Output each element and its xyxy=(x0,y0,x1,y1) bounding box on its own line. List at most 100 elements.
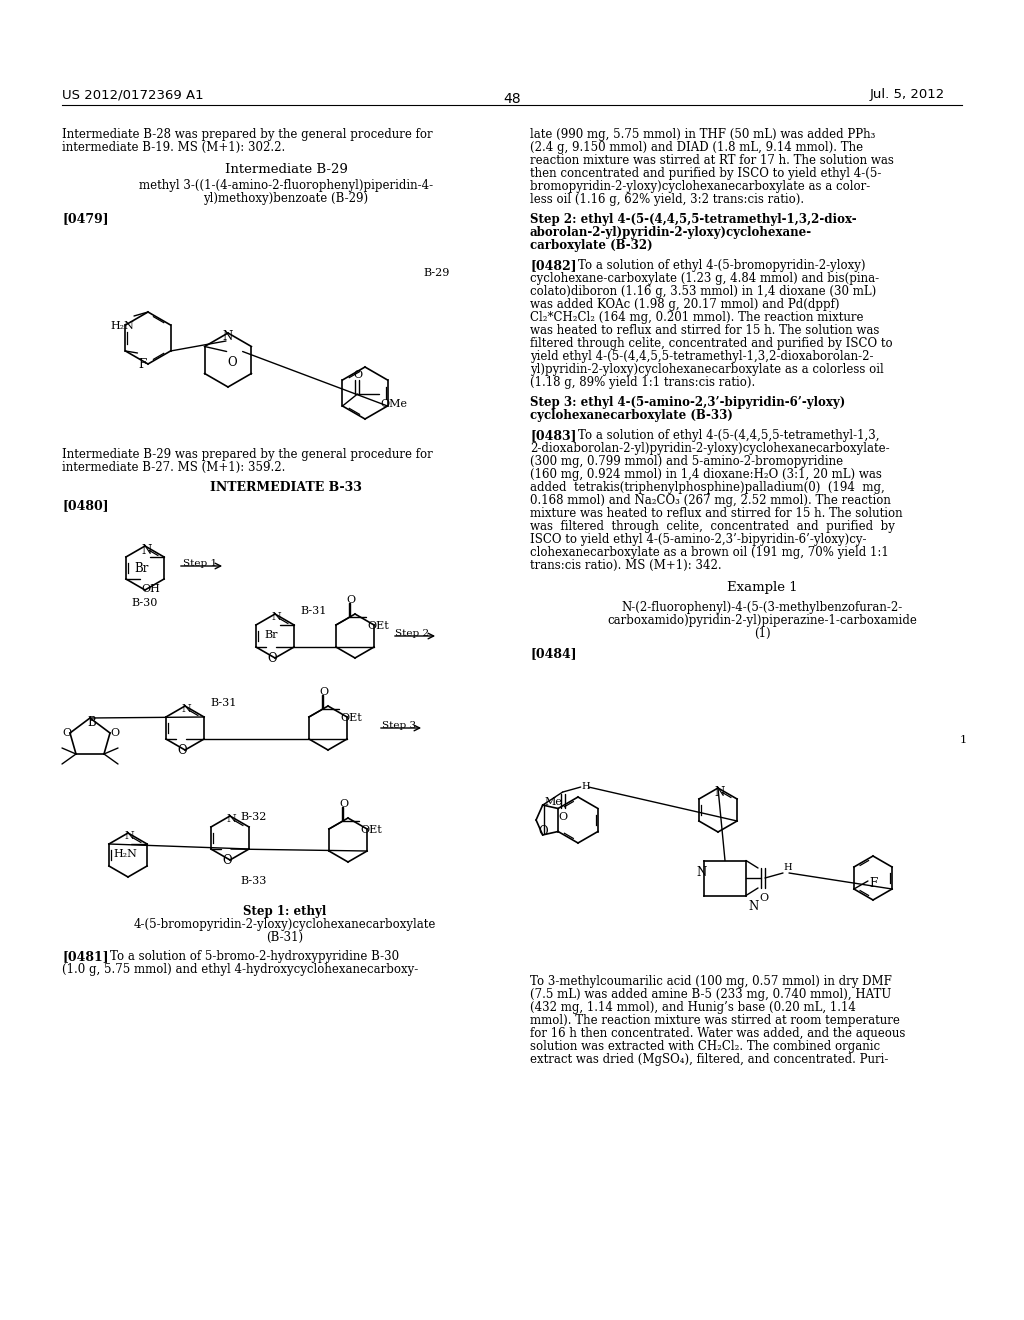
Text: 1: 1 xyxy=(961,735,967,744)
Text: N: N xyxy=(222,330,232,343)
Text: N: N xyxy=(696,866,707,879)
Text: clohexanecarboxylate as a brown oil (191 mg, 70% yield 1:1: clohexanecarboxylate as a brown oil (191… xyxy=(530,546,889,558)
Text: B-32: B-32 xyxy=(240,812,266,822)
Text: O: O xyxy=(339,799,348,809)
Text: B-31: B-31 xyxy=(300,606,327,616)
Text: trans:cis ratio). MS (M+1): 342.: trans:cis ratio). MS (M+1): 342. xyxy=(530,558,722,572)
Text: OMe: OMe xyxy=(381,399,408,409)
Text: 2-dioxaborolan-2-yl)pyridin-2-yloxy)cyclohexanecarboxylate-: 2-dioxaborolan-2-yl)pyridin-2-yloxy)cycl… xyxy=(530,442,890,455)
Text: (432 mg, 1.14 mmol), and Hunig’s base (0.20 mL, 1.14: (432 mg, 1.14 mmol), and Hunig’s base (0… xyxy=(530,1001,856,1014)
Text: was heated to reflux and stirred for 15 h. The solution was: was heated to reflux and stirred for 15 … xyxy=(530,323,880,337)
Text: H₂N: H₂N xyxy=(110,321,134,331)
Text: N-(2-fluorophenyl)-4-(5-(3-methylbenzofuran-2-: N-(2-fluorophenyl)-4-(5-(3-methylbenzofu… xyxy=(622,601,902,614)
Text: N: N xyxy=(271,612,281,622)
Text: O: O xyxy=(318,686,328,697)
Text: was  filtered  through  celite,  concentrated  and  purified  by: was filtered through celite, concentrate… xyxy=(530,520,895,533)
Text: [0483]: [0483] xyxy=(530,429,577,442)
Text: [0484]: [0484] xyxy=(530,647,577,660)
Text: intermediate B-19. MS (M+1): 302.2.: intermediate B-19. MS (M+1): 302.2. xyxy=(62,141,286,154)
Text: then concentrated and purified by ISCO to yield ethyl 4-(5-: then concentrated and purified by ISCO t… xyxy=(530,168,882,180)
Text: Br: Br xyxy=(134,562,148,576)
Text: To a solution of ethyl 4-(5-(4,4,5,5-tetramethyl-1,3,: To a solution of ethyl 4-(5-(4,4,5,5-tet… xyxy=(578,429,880,442)
Text: O: O xyxy=(559,812,567,822)
Text: H₂N: H₂N xyxy=(113,849,137,859)
Text: late (990 mg, 5.75 mmol) in THF (50 mL) was added PPh₃: late (990 mg, 5.75 mmol) in THF (50 mL) … xyxy=(530,128,876,141)
Text: H: H xyxy=(783,863,792,873)
Text: N: N xyxy=(748,900,758,913)
Text: aborolan-2-yl)pyridin-2-yloxy)cyclohexane-: aborolan-2-yl)pyridin-2-yloxy)cyclohexan… xyxy=(530,226,812,239)
Text: extract was dried (MgSO₄), filtered, and concentrated. Puri-: extract was dried (MgSO₄), filtered, and… xyxy=(530,1053,889,1067)
Text: O: O xyxy=(110,729,119,738)
Text: To a solution of 5-bromo-2-hydroxypyridine B-30: To a solution of 5-bromo-2-hydroxypyridi… xyxy=(110,950,399,964)
Text: reaction mixture was stirred at RT for 17 h. The solution was: reaction mixture was stirred at RT for 1… xyxy=(530,154,894,168)
Text: (B-31): (B-31) xyxy=(266,931,303,944)
Text: mixture was heated to reflux and stirred for 15 h. The solution: mixture was heated to reflux and stirred… xyxy=(530,507,902,520)
Text: Br: Br xyxy=(264,630,278,640)
Text: 0.168 mmol) and Na₂CO₃ (267 mg, 2.52 mmol). The reaction: 0.168 mmol) and Na₂CO₃ (267 mg, 2.52 mmo… xyxy=(530,494,891,507)
Text: Cl₂*CH₂Cl₂ (164 mg, 0.201 mmol). The reaction mixture: Cl₂*CH₂Cl₂ (164 mg, 0.201 mmol). The rea… xyxy=(530,312,863,323)
Text: N: N xyxy=(714,785,724,799)
Text: O: O xyxy=(222,854,231,867)
Text: B-31: B-31 xyxy=(210,698,237,708)
Text: OEt: OEt xyxy=(360,825,382,836)
Text: B: B xyxy=(87,715,96,729)
Text: cyclohexane-carboxylate (1.23 g, 4.84 mmol) and bis(pina-: cyclohexane-carboxylate (1.23 g, 4.84 mm… xyxy=(530,272,880,285)
Text: carboxylate (B-32): carboxylate (B-32) xyxy=(530,239,652,252)
Text: solution was extracted with CH₂Cl₂. The combined organic: solution was extracted with CH₂Cl₂. The … xyxy=(530,1040,880,1053)
Text: [0480]: [0480] xyxy=(62,499,109,512)
Text: colato)diboron (1.16 g, 3.53 mmol) in 1,4 dioxane (30 mL): colato)diboron (1.16 g, 3.53 mmol) in 1,… xyxy=(530,285,877,298)
Text: O: O xyxy=(538,825,548,838)
Text: Jul. 5, 2012: Jul. 5, 2012 xyxy=(870,88,945,102)
Text: (1.18 g, 89% yield 1:1 trans:cis ratio).: (1.18 g, 89% yield 1:1 trans:cis ratio). xyxy=(530,376,756,389)
Text: 48: 48 xyxy=(503,92,521,106)
Text: N: N xyxy=(141,544,152,557)
Text: (160 mg, 0.924 mmol) in 1,4 dioxane:H₂O (3:1, 20 mL) was: (160 mg, 0.924 mmol) in 1,4 dioxane:H₂O … xyxy=(530,469,882,480)
Text: OEt: OEt xyxy=(340,713,361,723)
Text: Example 1: Example 1 xyxy=(727,581,798,594)
Text: mmol). The reaction mixture was stirred at room temperature: mmol). The reaction mixture was stirred … xyxy=(530,1014,900,1027)
Text: bromopyridin-2-yloxy)cyclohexanecarboxylate as a color-: bromopyridin-2-yloxy)cyclohexanecarboxyl… xyxy=(530,180,870,193)
Text: INTERMEDIATE B-33: INTERMEDIATE B-33 xyxy=(210,480,361,494)
Text: (7.5 mL) was added amine B-5 (233 mg, 0.740 mmol), HATU: (7.5 mL) was added amine B-5 (233 mg, 0.… xyxy=(530,987,891,1001)
Text: To a solution of ethyl 4-(5-bromopyridin-2-yloxy): To a solution of ethyl 4-(5-bromopyridin… xyxy=(578,259,865,272)
Text: N: N xyxy=(181,704,190,714)
Text: methyl 3-((1-(4-amino-2-fluorophenyl)piperidin-4-: methyl 3-((1-(4-amino-2-fluorophenyl)pip… xyxy=(139,180,433,191)
Text: Intermediate B-29: Intermediate B-29 xyxy=(224,162,347,176)
Text: O: O xyxy=(62,729,71,738)
Text: (2.4 g, 9.150 mmol) and DIAD (1.8 mL, 9.14 mmol). The: (2.4 g, 9.150 mmol) and DIAD (1.8 mL, 9.… xyxy=(530,141,863,154)
Text: O: O xyxy=(346,595,355,605)
Text: carboxamido)pyridin-2-yl)piperazine-1-carboxamide: carboxamido)pyridin-2-yl)piperazine-1-ca… xyxy=(607,614,916,627)
Text: F: F xyxy=(869,876,878,890)
Text: [0481]: [0481] xyxy=(62,950,109,964)
Text: 4-(5-bromopyridin-2-yloxy)cyclohexanecarboxylate: 4-(5-bromopyridin-2-yloxy)cyclohexanecar… xyxy=(134,917,436,931)
Text: Step 2: ethyl 4-(5-(4,4,5,5-tetramethyl-1,3,2-diox-: Step 2: ethyl 4-(5-(4,4,5,5-tetramethyl-… xyxy=(530,213,857,226)
Text: ISCO to yield ethyl 4-(5-amino-2,3’-bipyridin-6’-yloxy)cy-: ISCO to yield ethyl 4-(5-amino-2,3’-bipy… xyxy=(530,533,866,546)
Text: less oil (1.16 g, 62% yield, 3:2 trans:cis ratio).: less oil (1.16 g, 62% yield, 3:2 trans:c… xyxy=(530,193,804,206)
Text: yield ethyl 4-(5-(4,4,5,5-tetramethyl-1,3,2-dioxaborolan-2-: yield ethyl 4-(5-(4,4,5,5-tetramethyl-1,… xyxy=(530,350,873,363)
Text: O: O xyxy=(267,652,276,665)
Text: OH: OH xyxy=(141,583,160,594)
Text: Step 1: ethyl: Step 1: ethyl xyxy=(244,906,327,917)
Text: Step 3: ethyl 4-(5-amino-2,3’-bipyridin-6’-yloxy): Step 3: ethyl 4-(5-amino-2,3’-bipyridin-… xyxy=(530,396,845,409)
Text: Intermediate B-29 was prepared by the general procedure for: Intermediate B-29 was prepared by the ge… xyxy=(62,447,433,461)
Text: for 16 h then concentrated. Water was added, and the aqueous: for 16 h then concentrated. Water was ad… xyxy=(530,1027,905,1040)
Text: H: H xyxy=(582,781,590,791)
Text: F: F xyxy=(138,358,146,371)
Text: OEt: OEt xyxy=(367,620,389,631)
Text: US 2012/0172369 A1: US 2012/0172369 A1 xyxy=(62,88,204,102)
Text: cyclohexanecarboxylate (B-33): cyclohexanecarboxylate (B-33) xyxy=(530,409,733,422)
Text: Intermediate B-28 was prepared by the general procedure for: Intermediate B-28 was prepared by the ge… xyxy=(62,128,432,141)
Text: yl)methoxy)benzoate (B-29): yl)methoxy)benzoate (B-29) xyxy=(204,191,369,205)
Text: O: O xyxy=(177,744,186,756)
Text: O: O xyxy=(353,370,362,380)
Text: Step 3: Step 3 xyxy=(382,721,416,730)
Text: filtered through celite, concentrated and purified by ISCO to: filtered through celite, concentrated an… xyxy=(530,337,893,350)
Text: added  tetrakis(triphenylphosphine)palladium(0)  (194  mg,: added tetrakis(triphenylphosphine)pallad… xyxy=(530,480,885,494)
Text: B-29: B-29 xyxy=(424,268,450,279)
Text: (1.0 g, 5.75 mmol) and ethyl 4-hydroxycyclohexanecarboxy-: (1.0 g, 5.75 mmol) and ethyl 4-hydroxycy… xyxy=(62,964,418,975)
Text: Step 2: Step 2 xyxy=(395,630,429,638)
Text: To 3-methylcoumarilic acid (100 mg, 0.57 mmol) in dry DMF: To 3-methylcoumarilic acid (100 mg, 0.57… xyxy=(530,975,892,987)
Text: (1): (1) xyxy=(754,627,770,640)
Text: Me: Me xyxy=(545,797,562,807)
Text: (300 mg, 0.799 mmol) and 5-amino-2-bromopyridine: (300 mg, 0.799 mmol) and 5-amino-2-bromo… xyxy=(530,455,843,469)
